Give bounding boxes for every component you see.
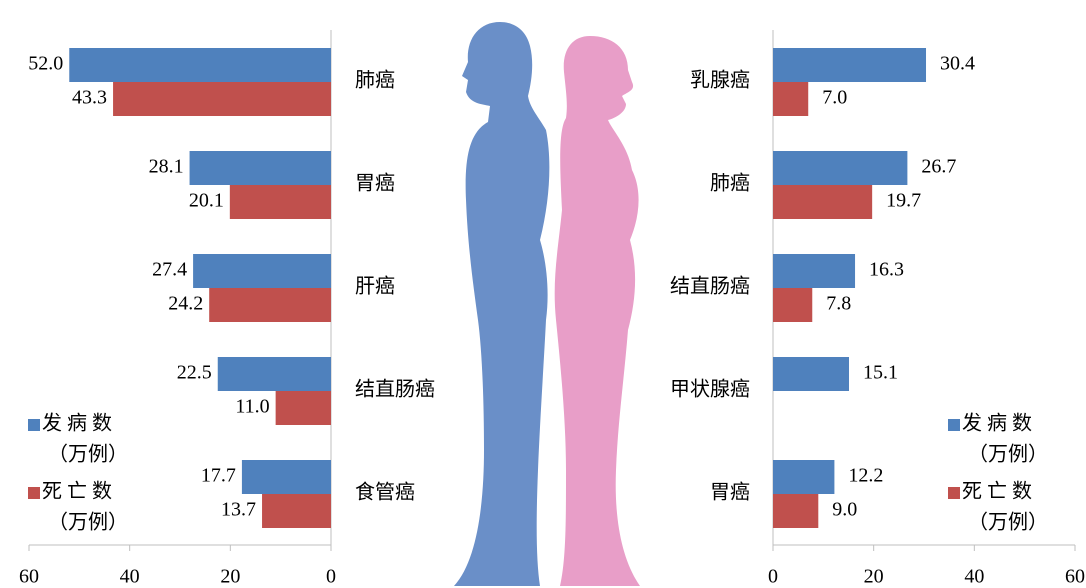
legend-swatch [948, 487, 960, 499]
legend-unit: （万例） [968, 443, 1048, 466]
category-label: 胃癌 [355, 172, 395, 195]
value-label: 9.0 [832, 499, 857, 521]
value-label: 7.0 [822, 87, 847, 109]
bar [229, 185, 331, 219]
value-label: 7.8 [826, 293, 851, 315]
value-label: 26.7 [921, 156, 956, 178]
bar [217, 357, 331, 391]
x-tick-label: 40 [120, 566, 140, 588]
legend-swatch [28, 487, 40, 499]
bar [275, 391, 331, 425]
bar [773, 254, 856, 288]
bar [773, 288, 813, 322]
bar [773, 357, 850, 391]
value-label: 52.0 [28, 53, 63, 75]
x-tick-label: 60 [1065, 566, 1085, 588]
value-label: 27.4 [152, 259, 187, 281]
value-label: 30.4 [940, 53, 975, 75]
female-silhouette [554, 36, 640, 586]
value-label: 24.2 [168, 293, 203, 315]
bar [69, 48, 332, 82]
value-label: 19.7 [886, 190, 921, 212]
category-label: 结直肠癌 [355, 378, 435, 401]
x-tick-label: 20 [220, 566, 240, 588]
male-silhouette [454, 22, 550, 586]
bar [262, 494, 331, 528]
x-tick-label: 20 [864, 566, 884, 588]
bar [773, 460, 835, 494]
bar [241, 460, 331, 494]
legend-label: 死 亡 数 [42, 480, 112, 503]
bar [773, 82, 809, 116]
legend-swatch [948, 419, 960, 431]
bar [773, 48, 927, 82]
legend-label: 死 亡 数 [962, 480, 1032, 503]
bar [193, 254, 331, 288]
value-label: 11.0 [235, 396, 269, 418]
category-label: 胃癌 [710, 481, 750, 504]
category-label: 乳腺癌 [690, 69, 750, 92]
value-label: 17.7 [201, 465, 236, 487]
legend-label: 发 病 数 [42, 412, 112, 435]
value-label: 12.2 [848, 465, 883, 487]
category-label: 肺癌 [710, 172, 750, 195]
category-label: 甲状腺癌 [670, 378, 750, 401]
value-label: 20.1 [189, 190, 224, 212]
x-tick-label: 40 [964, 566, 984, 588]
legend-label: 发 病 数 [962, 412, 1032, 435]
value-label: 28.1 [149, 156, 184, 178]
value-label: 15.1 [863, 362, 898, 384]
legend-unit: （万例） [968, 511, 1048, 534]
bar [113, 82, 331, 116]
value-label: 22.5 [177, 362, 212, 384]
value-label: 43.3 [72, 87, 107, 109]
x-tick-label: 0 [768, 566, 778, 588]
legend-unit: （万例） [48, 511, 128, 534]
legend-swatch [28, 419, 40, 431]
category-label: 食管癌 [355, 481, 415, 504]
bar [189, 151, 331, 185]
bar [773, 494, 819, 528]
bar [773, 185, 873, 219]
category-label: 结直肠癌 [670, 275, 750, 298]
category-label: 肝癌 [355, 275, 395, 298]
legend-unit: （万例） [48, 443, 128, 466]
value-label: 16.3 [869, 259, 904, 281]
x-tick-label: 60 [19, 566, 39, 588]
category-label: 肺癌 [355, 69, 395, 92]
value-label: 13.7 [221, 499, 256, 521]
x-tick-label: 0 [326, 566, 336, 588]
bar [773, 151, 908, 185]
bar [209, 288, 331, 322]
